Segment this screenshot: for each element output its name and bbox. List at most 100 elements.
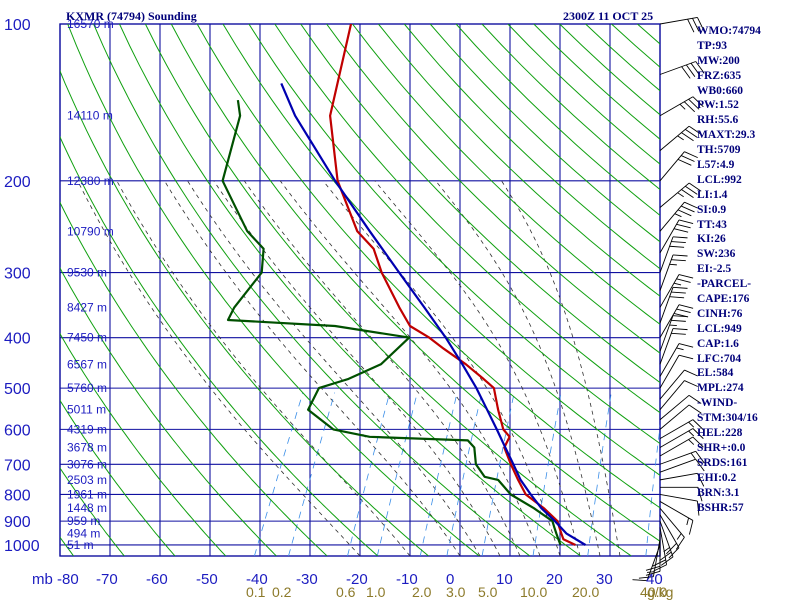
wind-barb-staff bbox=[659, 315, 674, 352]
wind-barb-staff bbox=[659, 96, 694, 117]
wind-barb-full bbox=[677, 158, 692, 166]
temperature-label--30: -30 bbox=[296, 571, 318, 588]
wind-barb-staff bbox=[659, 201, 685, 232]
mixing-ratio-label-1.0: 1.0 bbox=[366, 584, 386, 600]
mixing-ratio-label-0.2: 0.2 bbox=[272, 584, 292, 600]
stat-item: CAPE:176 bbox=[697, 293, 750, 306]
wind-barb-full bbox=[659, 551, 672, 562]
wind-barb-full bbox=[696, 501, 700, 516]
stat-item: EL:584 bbox=[697, 367, 734, 380]
wind-barb-staff bbox=[659, 219, 680, 254]
wind-barb-full bbox=[676, 223, 691, 229]
pressure-label-200: 200 bbox=[4, 174, 31, 191]
wind-barb-650 bbox=[659, 428, 704, 448]
mixing-ratio-line bbox=[532, 392, 562, 556]
wind-barb-full bbox=[684, 380, 698, 387]
stat-item: MPL:274 bbox=[697, 382, 744, 395]
wind-barb-staff bbox=[659, 328, 674, 365]
wind-barb-half bbox=[669, 324, 677, 327]
wind-barb-375 bbox=[659, 286, 688, 324]
wind-barb-staff bbox=[659, 419, 694, 440]
moist-adiabat bbox=[435, 180, 601, 556]
wind-barb-half bbox=[663, 547, 670, 553]
wind-barb-full bbox=[683, 101, 696, 113]
wind-barb-full bbox=[669, 296, 685, 299]
height-label-1000: 51 m bbox=[67, 538, 94, 552]
height-label-300: 9530 m bbox=[67, 266, 107, 280]
wind-barb-350 bbox=[659, 274, 694, 308]
pressure-label-800: 800 bbox=[4, 487, 31, 504]
wind-barb-full bbox=[690, 62, 700, 76]
height-label-350: 8427 m bbox=[67, 300, 107, 314]
stat-item: TH:5709 bbox=[697, 144, 741, 157]
stat-item: WMO:74794 bbox=[697, 25, 761, 37]
mixing-ratio-line bbox=[419, 392, 458, 556]
wind-barb-staff bbox=[659, 394, 690, 421]
wind-barb-half bbox=[677, 192, 684, 198]
wind-barb-full bbox=[688, 404, 702, 414]
mixing-ratio-line bbox=[446, 392, 483, 556]
mixing-ratio-line bbox=[376, 392, 418, 556]
wind-barb-staff bbox=[659, 61, 696, 75]
moist-adiabat bbox=[279, 180, 541, 556]
wind-barb-full bbox=[652, 559, 666, 567]
dry-adiabat bbox=[222, 24, 660, 476]
height-label-750: 2503 m bbox=[67, 473, 107, 487]
wind-barb-full bbox=[671, 291, 686, 294]
wind-barb-full bbox=[668, 547, 680, 559]
wind-barb-staff bbox=[659, 472, 698, 481]
stat-item: BRN:3.1 bbox=[697, 486, 740, 499]
pressure-label-700: 700 bbox=[4, 457, 31, 474]
pressure-label-300: 300 bbox=[4, 266, 31, 283]
mixing-ratio-line bbox=[587, 392, 612, 556]
temperature-label--20: -20 bbox=[346, 571, 368, 588]
wind-barb-staff bbox=[659, 254, 674, 291]
wind-barb-300 bbox=[659, 236, 688, 273]
wind-barb-full bbox=[669, 245, 685, 248]
stat-item: SW:236 bbox=[697, 248, 736, 261]
wind-barb-full bbox=[677, 209, 692, 217]
temperature-label--10: -10 bbox=[396, 571, 418, 588]
dry-adiabat bbox=[60, 332, 227, 556]
stat-item: LCL:992 bbox=[697, 173, 742, 186]
stat-item: STM:304/16 bbox=[697, 412, 758, 425]
wind-barb-full bbox=[697, 473, 705, 487]
wind-barb-full bbox=[672, 328, 688, 331]
height-label-500: 5760 m bbox=[67, 381, 107, 395]
wind-barb-full bbox=[676, 278, 691, 283]
moist-adiabat bbox=[322, 180, 561, 556]
parcel-trace bbox=[280, 82, 587, 546]
moist-adiabat bbox=[243, 180, 521, 556]
wind-barb-275 bbox=[659, 219, 694, 254]
wind-barb-600 bbox=[659, 404, 702, 430]
stat-item: HEL:228 bbox=[697, 427, 743, 440]
wind-barb-staff bbox=[659, 287, 674, 324]
wind-barb-full bbox=[681, 66, 691, 79]
wind-barb-250 bbox=[659, 201, 698, 232]
wind-barb-500 bbox=[659, 354, 694, 389]
dry-adiabat bbox=[378, 24, 660, 297]
mixing-ratio-label-2.0: 2.0 bbox=[412, 584, 432, 600]
wind-barb-full bbox=[678, 304, 694, 309]
wind-barb-full bbox=[684, 369, 698, 377]
wind-barb-full bbox=[671, 319, 686, 322]
height-label-800: 1961 m bbox=[67, 487, 107, 501]
stat-item: RH:55.6 bbox=[697, 114, 739, 127]
dry-adiabats bbox=[60, 24, 660, 556]
wind-barb-875 bbox=[659, 514, 680, 559]
wind-barb-775 bbox=[660, 486, 703, 502]
wind-barb-full bbox=[685, 64, 696, 77]
wind-barb-full bbox=[681, 205, 695, 213]
mixing-ratio-label-40.0: 40.0 bbox=[640, 584, 667, 600]
pressure-label-900: 900 bbox=[4, 514, 31, 531]
sounding-timestamp: 2300Z 11 OCT 25 bbox=[563, 9, 654, 23]
dry-adiabat bbox=[60, 135, 379, 556]
dry-adiabat bbox=[196, 24, 660, 509]
wind-barb-550 bbox=[659, 380, 698, 410]
mixing-ratio-label-20.0: 20.0 bbox=[572, 584, 599, 600]
wind-barb-staff bbox=[659, 450, 696, 465]
stat-item: MW:200 bbox=[697, 54, 740, 67]
wind-barb-staff bbox=[659, 355, 680, 389]
temperature-label--40: -40 bbox=[246, 571, 268, 588]
